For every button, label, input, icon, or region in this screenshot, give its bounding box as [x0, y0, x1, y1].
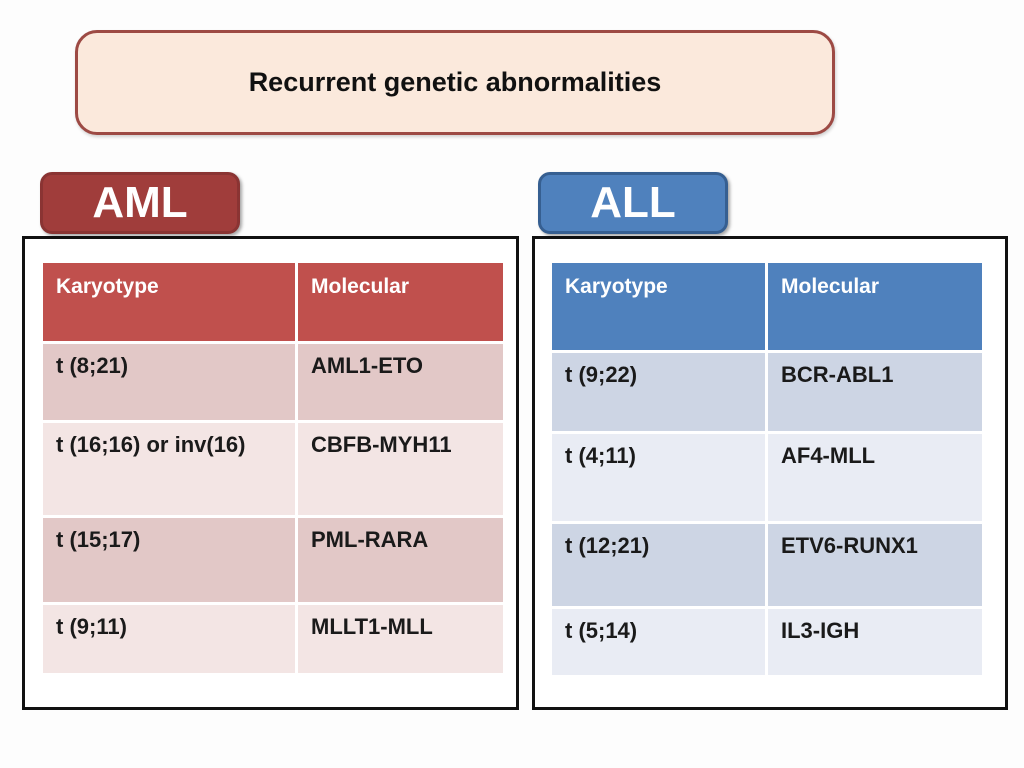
aml-table: Karyotype Molecular t (8;21) AML1-ETO t …: [43, 263, 503, 673]
aml-karyotype-cell: t (8;21): [43, 344, 295, 420]
aml-section-label: AML: [40, 172, 240, 234]
aml-column-header-molecular: Molecular: [298, 263, 503, 341]
all-panel: Karyotype Molecular t (9;22) BCR-ABL1 t …: [532, 236, 1008, 710]
aml-molecular-cell: PML-RARA: [298, 518, 503, 602]
aml-section-label-text: AML: [92, 178, 188, 227]
all-karyotype-cell: t (5;14): [552, 609, 765, 675]
aml-karyotype-cell: t (15;17): [43, 518, 295, 602]
all-molecular-cell: AF4-MLL: [768, 434, 982, 521]
aml-panel: Karyotype Molecular t (8;21) AML1-ETO t …: [22, 236, 519, 710]
aml-molecular-cell: MLLT1-MLL: [298, 605, 503, 673]
title-banner: Recurrent genetic abnormalities: [75, 30, 835, 135]
all-table: Karyotype Molecular t (9;22) BCR-ABL1 t …: [552, 263, 982, 675]
all-karyotype-cell: t (9;22): [552, 353, 765, 431]
all-column-header-karyotype: Karyotype: [552, 263, 765, 350]
all-column-header-molecular: Molecular: [768, 263, 982, 350]
page-title: Recurrent genetic abnormalities: [248, 67, 662, 97]
all-section-label-text: ALL: [590, 178, 676, 227]
all-molecular-cell: IL3-IGH: [768, 609, 982, 675]
aml-molecular-cell: AML1-ETO: [298, 344, 503, 420]
aml-molecular-cell: CBFB-MYH11: [298, 423, 503, 515]
all-section-label: ALL: [538, 172, 728, 234]
all-karyotype-cell: t (4;11): [552, 434, 765, 521]
aml-karyotype-cell: t (9;11): [43, 605, 295, 673]
all-karyotype-cell: t (12;21): [552, 524, 765, 606]
all-molecular-cell: BCR-ABL1: [768, 353, 982, 431]
aml-column-header-karyotype: Karyotype: [43, 263, 295, 341]
aml-karyotype-cell: t (16;16) or inv(16): [43, 423, 295, 515]
all-molecular-cell: ETV6-RUNX1: [768, 524, 982, 606]
